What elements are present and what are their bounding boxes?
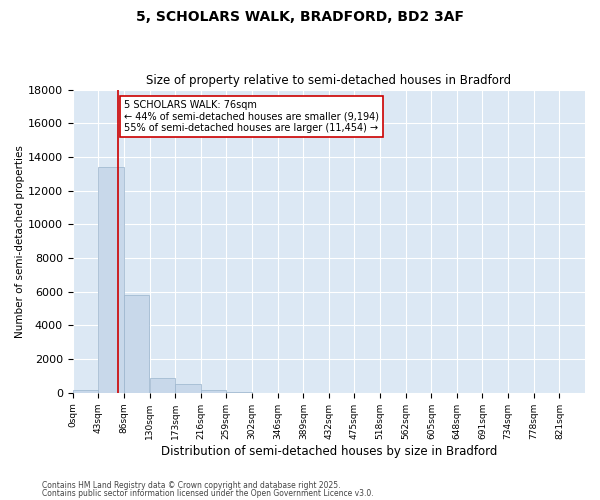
Bar (175, 384, 201, 393)
Bar (150, 378, 175, 393)
Text: Contains HM Land Registry data © Crown copyright and database right 2025.: Contains HM Land Registry data © Crown c… (42, 481, 341, 490)
Text: Contains public sector information licensed under the Open Government Licence v3: Contains public sector information licen… (42, 488, 374, 498)
Bar (98, 167, 124, 393)
Text: 5 SCHOLARS WALK: 76sqm
← 44% of semi-detached houses are smaller (9,194)
55% of : 5 SCHOLARS WALK: 76sqm ← 44% of semi-det… (124, 100, 379, 133)
Bar (226, 392, 252, 393)
X-axis label: Distribution of semi-detached houses by size in Bradford: Distribution of semi-detached houses by … (161, 444, 497, 458)
Y-axis label: Number of semi-detached properties: Number of semi-detached properties (15, 145, 25, 338)
Bar (201, 390, 226, 393)
Bar (73, 390, 98, 393)
Bar (124, 295, 149, 393)
Title: Size of property relative to semi-detached houses in Bradford: Size of property relative to semi-detach… (146, 74, 511, 87)
Text: 5, SCHOLARS WALK, BRADFORD, BD2 3AF: 5, SCHOLARS WALK, BRADFORD, BD2 3AF (136, 10, 464, 24)
